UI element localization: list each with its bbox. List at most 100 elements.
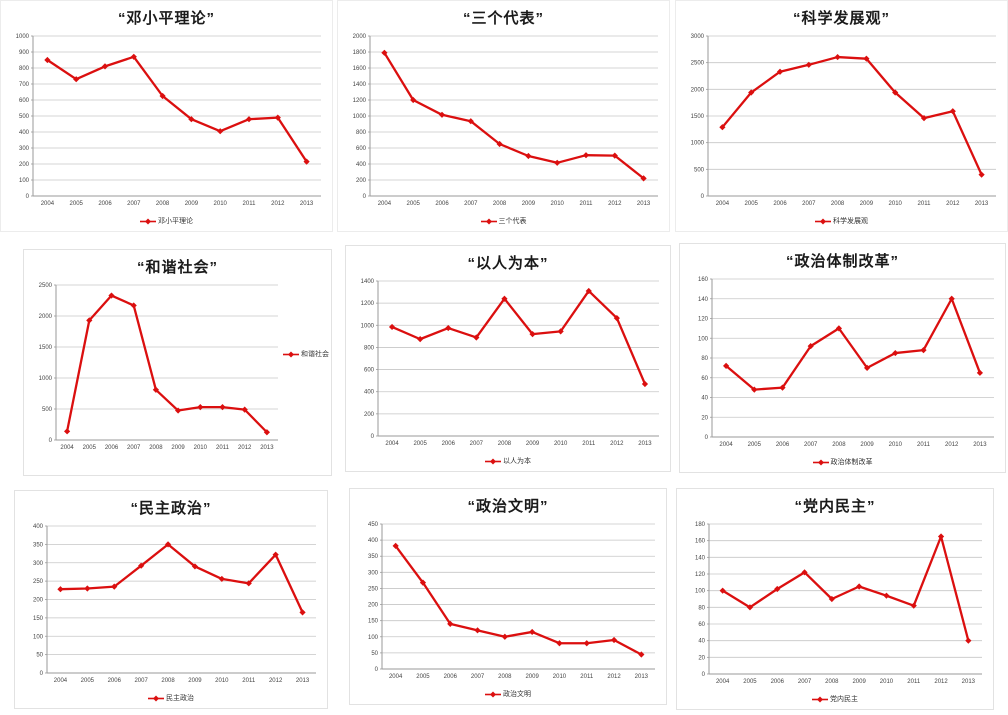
x-axis-tick-label: 2008	[831, 201, 845, 207]
y-axis-tick-label: 700	[19, 82, 30, 88]
y-axis-tick-label: 350	[368, 554, 379, 560]
x-axis-tick-label: 2012	[607, 674, 621, 680]
chart-canvas: 0 500 1000 1500 2000 2500 2004 2005 2006 2007 2008…	[39, 283, 278, 451]
x-axis-tick-label: 2004	[385, 441, 399, 447]
data-point-marker	[976, 369, 983, 376]
data-point-marker	[583, 640, 590, 647]
x-axis-tick-label: 2005	[70, 201, 84, 207]
x-axis-tick-label: 2004	[716, 201, 730, 207]
y-axis-tick-label: 0	[363, 194, 367, 200]
y-axis-tick-label: 400	[356, 162, 367, 168]
x-axis-tick-label: 2009	[860, 442, 874, 448]
y-axis-tick-label: 80	[698, 605, 705, 611]
x-axis-tick-label: 2004	[389, 674, 403, 680]
y-axis-tick-label: 200	[368, 603, 379, 609]
x-axis-tick-label: 2006	[98, 201, 112, 207]
series-line	[724, 297, 982, 391]
series-line	[59, 543, 304, 614]
x-axis-tick-label: 2010	[214, 201, 228, 207]
y-axis-tick-label: 500	[42, 407, 53, 413]
y-axis-tick-label: 120	[695, 572, 706, 578]
chart-panel-deng-xiaoping-theory: “邓小平理论” 0 100 200 300 400 500 600 700 800 900 1000…	[0, 0, 333, 232]
legend-line-icon	[140, 218, 156, 224]
data-point-marker	[554, 159, 561, 166]
y-axis-tick-label: 0	[26, 194, 30, 200]
x-axis-tick-label: 2008	[156, 201, 170, 207]
data-point-marker	[245, 116, 253, 123]
x-axis-tick-label: 2005	[407, 201, 421, 207]
y-axis-tick-label: 200	[33, 598, 44, 604]
data-point-marker	[582, 152, 590, 159]
data-point-marker	[641, 380, 649, 388]
y-axis-tick-label: 120	[698, 317, 709, 323]
chart-canvas: 0 500 1000 1500 2000 2500 3000 2004 2005 2006 2007…	[691, 34, 996, 207]
y-axis-tick-label: 400	[368, 538, 379, 544]
x-axis-tick-label: 2007	[470, 441, 484, 447]
y-axis-tick-label: 1000	[16, 34, 30, 40]
x-axis-tick-label: 2011	[216, 445, 230, 451]
data-point-marker	[883, 592, 890, 599]
y-axis-tick-label: 2500	[39, 283, 53, 289]
x-axis-tick-label: 2009	[185, 201, 199, 207]
y-axis-tick-label: 180	[695, 522, 706, 528]
data-point-marker	[303, 158, 310, 165]
chart-title: “三个代表”	[462, 10, 544, 27]
chart-title: “科学发展观”	[792, 10, 890, 27]
x-axis-tick-label: 2007	[134, 678, 148, 684]
legend-line-icon	[812, 459, 829, 465]
y-axis-tick-label: 100	[33, 634, 44, 640]
y-axis-tick-label: 0	[375, 667, 379, 673]
y-axis-tick-label: 40	[698, 639, 705, 645]
chart-panel-intraparty-democracy: “党内民主” 0 20 40 60 80 100 120 140 160 180 2004 2005 2…	[676, 488, 994, 710]
y-axis-tick-label: 400	[33, 524, 44, 530]
x-axis-tick-label: 2005	[745, 201, 759, 207]
x-axis-tick-label: 2006	[444, 674, 458, 680]
x-axis-tick-label: 2011	[582, 441, 596, 447]
data-point-marker	[779, 384, 786, 391]
legend-line-icon	[283, 351, 299, 357]
data-point-marker	[64, 428, 71, 435]
series-line	[721, 535, 970, 642]
x-axis-tick-label: 2012	[946, 201, 960, 207]
x-axis-tick-label: 2004	[41, 201, 55, 207]
x-axis-tick-label: 2008	[832, 442, 846, 448]
data-point-marker	[417, 336, 424, 343]
data-point-marker	[525, 152, 532, 160]
chart-legend: 邓小平理论	[1, 216, 332, 226]
y-axis-tick-label: 150	[368, 619, 379, 625]
data-point-marker	[892, 89, 899, 96]
x-axis-tick-label: 2010	[880, 679, 894, 685]
y-axis-tick-label: 80	[701, 356, 708, 362]
y-axis-tick-label: 800	[356, 130, 367, 136]
chart-legend: 以人为本	[346, 456, 670, 466]
y-axis-tick-label: 900	[19, 50, 30, 56]
y-axis-tick-label: 1500	[691, 114, 705, 120]
legend-line-icon	[815, 218, 831, 224]
data-point-marker	[774, 585, 781, 593]
data-point-marker	[188, 116, 195, 123]
y-axis-tick-label: 300	[33, 561, 44, 567]
x-axis-tick-label: 2012	[934, 679, 948, 685]
y-axis-tick-label: 1200	[361, 301, 375, 307]
y-axis-tick-label: 1000	[39, 376, 53, 382]
y-axis-tick-label: 400	[364, 390, 375, 396]
data-point-marker	[640, 175, 647, 182]
chart-legend: 民主政治	[15, 693, 327, 703]
data-point-marker	[611, 152, 618, 159]
x-axis-tick-label: 2006	[771, 679, 785, 685]
data-point-marker	[978, 171, 985, 178]
data-point-marker	[613, 314, 620, 322]
data-point-marker	[834, 53, 841, 61]
y-axis-tick-label: 250	[368, 586, 379, 592]
x-axis-tick-label: 2011	[580, 201, 594, 207]
legend-line-icon	[485, 691, 501, 697]
x-axis-tick-label: 2012	[945, 442, 959, 448]
data-point-marker	[556, 640, 563, 647]
y-axis-tick-label: 100	[19, 178, 30, 184]
x-axis-tick-label: 2010	[194, 445, 208, 451]
x-axis-tick-label: 2007	[471, 674, 485, 680]
x-axis-tick-label: 2011	[918, 201, 932, 207]
y-axis-tick-label: 1500	[39, 345, 53, 351]
chart-legend: 政治体制改革	[680, 457, 1005, 467]
data-point-marker	[438, 111, 446, 118]
